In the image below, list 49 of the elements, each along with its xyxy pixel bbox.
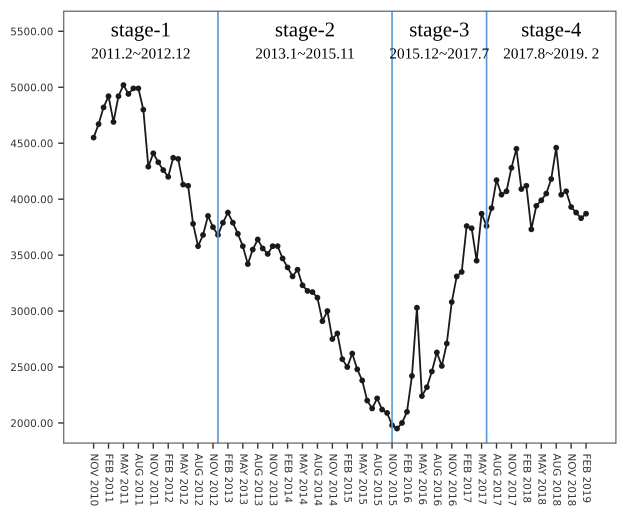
x-tick-label: MAY 2017 — [478, 454, 486, 504]
y-tick-label: 2000.00 — [11, 419, 53, 428]
x-tick-label: AUG 2015 — [374, 454, 382, 506]
x-tick-label: NOV 2015 — [389, 454, 397, 506]
x-tick-label: AUG 2017 — [494, 454, 502, 506]
x-tick-label: MAY 2012 — [180, 454, 188, 504]
y-tick-label: 5000.00 — [11, 83, 53, 92]
x-tick-label: FEB 2014 — [284, 454, 292, 502]
y-tick-label: 3500.00 — [11, 251, 53, 260]
x-tick-label: FEB 2017 — [464, 454, 472, 502]
x-tick-label: AUG 2011 — [135, 454, 144, 506]
x-tick-label: MAY 2013 — [240, 454, 248, 504]
x-tick-label: FEB 2011 — [106, 454, 114, 502]
x-tick-label: AUG 2014 — [314, 454, 322, 506]
x-tick-label: MAY 2014 — [300, 454, 308, 504]
annotation: stage-1 — [112, 22, 170, 41]
x-tick-label: FEB 2018 — [523, 454, 532, 502]
x-tick-label: MAY 2016 — [418, 454, 427, 504]
x-tick-label: AUG 2016 — [434, 454, 442, 506]
x-tick-label: FEB 2012 — [165, 454, 174, 502]
annotation: stage-2 — [276, 22, 334, 41]
y-tick-label: 3000.00 — [11, 307, 53, 316]
x-tick-label: NOV 2018 — [568, 454, 576, 506]
x-tick-label: NOV 2013 — [270, 454, 278, 506]
x-tick-label: FEB 2013 — [224, 454, 233, 502]
annotation: 2017.8~2019. 2 — [504, 48, 598, 59]
annotation: 2013.1~2015.11 — [256, 48, 354, 59]
x-tick-label: NOV 2017 — [508, 454, 516, 506]
x-tick-label: NOV 2014 — [329, 454, 338, 506]
y-tick-label: 4500.00 — [10, 139, 53, 148]
x-tick-label: AUG 2013 — [254, 454, 263, 506]
x-tick-label: MAY 2018 — [538, 454, 546, 504]
x-tick-label: AUG 2012 — [195, 454, 203, 506]
x-tick-label: FEB 2015 — [344, 454, 352, 502]
y-tick-label: 2500.00 — [11, 363, 53, 372]
y-tick-label: 4000.00 — [10, 195, 53, 204]
x-tick-label: AUG 2018 — [553, 454, 562, 506]
x-tick-label: MAY 2011 — [120, 454, 128, 504]
y-tick-label: 5500.00 — [11, 28, 53, 36]
x-tick-label: FEB 2016 — [404, 454, 412, 502]
x-tick-label: NOV 2016 — [448, 454, 457, 506]
x-tick-label: NOV 2012 — [210, 454, 218, 506]
annotation: 2011.2~2012.12 — [92, 48, 190, 59]
annotation: stage-4 — [522, 22, 581, 41]
annotation: stage-3 — [410, 22, 469, 41]
x-tick-label: NOV 2011 — [150, 454, 158, 506]
x-tick-label: FEB 2019 — [583, 454, 591, 502]
x-tick-label: NOV 2010 — [90, 454, 98, 506]
x-tick-label: MAY 2015 — [359, 454, 368, 504]
